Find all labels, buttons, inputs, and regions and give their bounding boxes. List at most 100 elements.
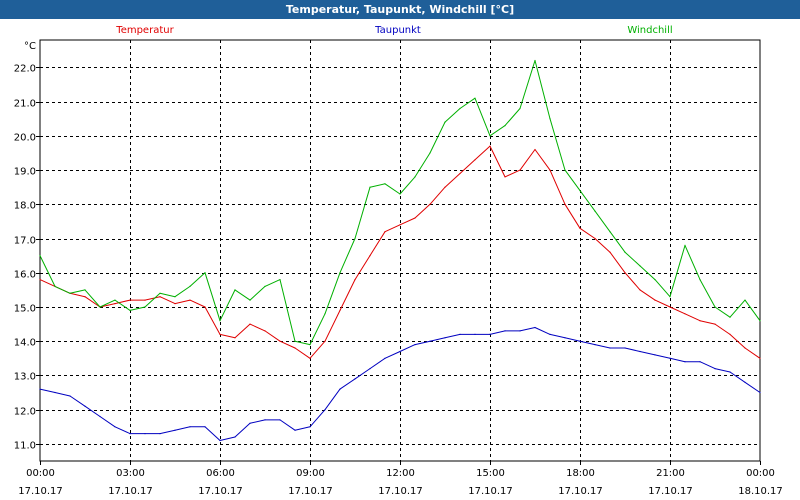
x-tick-date: 17.10.17 [468, 486, 513, 497]
series-lines [39, 59, 761, 442]
data-point-taupunkt [729, 371, 731, 373]
data-point-temperatur [429, 203, 431, 205]
data-point-windchill [84, 289, 86, 291]
data-point-temperatur [189, 299, 191, 301]
data-point-windchill [429, 152, 431, 154]
data-point-temperatur [684, 313, 686, 315]
x-tick-date: 17.10.17 [648, 486, 693, 497]
data-point-taupunkt [414, 344, 416, 346]
data-point-windchill [54, 285, 56, 287]
x-tick-time: 06:00 [206, 468, 235, 479]
data-point-taupunkt [684, 361, 686, 363]
data-point-windchill [654, 279, 656, 281]
data-point-taupunkt [339, 388, 341, 390]
data-point-taupunkt [519, 330, 521, 332]
data-point-taupunkt [399, 350, 401, 353]
data-point-taupunkt [594, 344, 596, 346]
data-point-windchill [669, 296, 671, 298]
data-point-temperatur [144, 299, 146, 301]
data-point-taupunkt [444, 337, 446, 339]
data-point-temperatur [249, 323, 251, 325]
data-point-windchill [699, 279, 701, 281]
data-point-taupunkt [699, 361, 701, 363]
legend-entry-taupunkt: Taupunkt [374, 25, 421, 36]
data-point-taupunkt [39, 388, 41, 390]
window-title: Temperatur, Taupunkt, Windchill [°C] [0, 0, 800, 19]
data-point-temperatur [489, 145, 491, 147]
data-point-temperatur [594, 237, 596, 240]
data-point-temperatur [324, 340, 326, 342]
x-tick-time: 00:00 [26, 468, 55, 479]
data-point-windchill [129, 309, 131, 311]
data-point-windchill [39, 255, 41, 257]
data-point-temperatur [219, 333, 221, 335]
data-point-taupunkt [114, 426, 116, 428]
data-point-temperatur [549, 169, 551, 171]
data-point-taupunkt [144, 433, 146, 435]
data-point-taupunkt [459, 333, 461, 335]
data-point-temperatur [264, 330, 266, 332]
data-point-temperatur [504, 176, 506, 178]
x-tick-time: 15:00 [476, 468, 505, 479]
data-point-temperatur [84, 296, 86, 298]
data-point-taupunkt [69, 395, 71, 397]
data-point-taupunkt [759, 391, 761, 394]
data-point-temperatur [279, 340, 281, 342]
data-point-taupunkt [189, 426, 191, 428]
data-point-temperatur [339, 309, 341, 311]
x-tick-time: 03:00 [116, 468, 145, 479]
data-point-taupunkt [354, 378, 356, 380]
data-point-windchill [354, 237, 356, 240]
data-point-temperatur [609, 251, 611, 253]
y-tick-label: 11.0 [14, 441, 36, 452]
data-point-taupunkt [324, 409, 326, 411]
data-point-windchill [564, 169, 566, 171]
data-point-windchill [264, 285, 266, 287]
data-point-taupunkt [204, 426, 206, 428]
data-point-taupunkt [624, 347, 626, 349]
data-point-windchill [69, 292, 71, 294]
y-axis-label: °C [24, 41, 36, 52]
data-point-windchill [384, 183, 386, 185]
data-point-windchill [159, 292, 161, 294]
x-tick-time: 18:00 [566, 468, 595, 479]
data-point-windchill [309, 344, 311, 346]
data-point-taupunkt [504, 330, 506, 332]
data-point-temperatur [669, 306, 671, 308]
data-point-windchill [204, 272, 206, 274]
data-point-temperatur [114, 303, 116, 305]
data-point-windchill [744, 299, 746, 301]
data-point-windchill [249, 299, 251, 301]
data-point-temperatur [759, 357, 761, 359]
data-point-taupunkt [294, 429, 296, 431]
data-point-windchill [324, 313, 326, 315]
data-point-taupunkt [534, 326, 536, 329]
data-point-temperatur [384, 231, 386, 233]
y-tick-label: 16.0 [14, 270, 36, 281]
data-point-windchill [579, 190, 581, 192]
data-point-temperatur [399, 224, 401, 226]
data-point-taupunkt [489, 333, 491, 335]
x-tick-date: 17.10.17 [108, 486, 153, 497]
data-point-taupunkt [249, 422, 251, 424]
legend-entry-temperatur: Temperatur [115, 25, 174, 36]
y-tick-label: 13.0 [14, 372, 36, 383]
data-point-windchill [534, 59, 536, 62]
data-point-windchill [144, 306, 146, 308]
y-tick-label: 19.0 [14, 167, 36, 178]
data-point-windchill [219, 320, 221, 322]
x-tick-date: 17.10.17 [288, 486, 333, 497]
data-point-temperatur [654, 299, 656, 301]
data-point-temperatur [519, 169, 521, 171]
data-point-windchill [294, 340, 296, 342]
data-point-windchill [504, 125, 506, 127]
data-point-taupunkt [279, 419, 281, 421]
data-point-windchill [609, 231, 611, 233]
data-point-temperatur [159, 296, 161, 298]
data-point-windchill [684, 244, 686, 246]
data-point-temperatur [579, 227, 581, 229]
data-point-windchill [624, 251, 626, 253]
data-point-temperatur [729, 333, 731, 335]
x-tick-time: 00:00 [746, 468, 775, 479]
data-point-windchill [639, 265, 641, 267]
